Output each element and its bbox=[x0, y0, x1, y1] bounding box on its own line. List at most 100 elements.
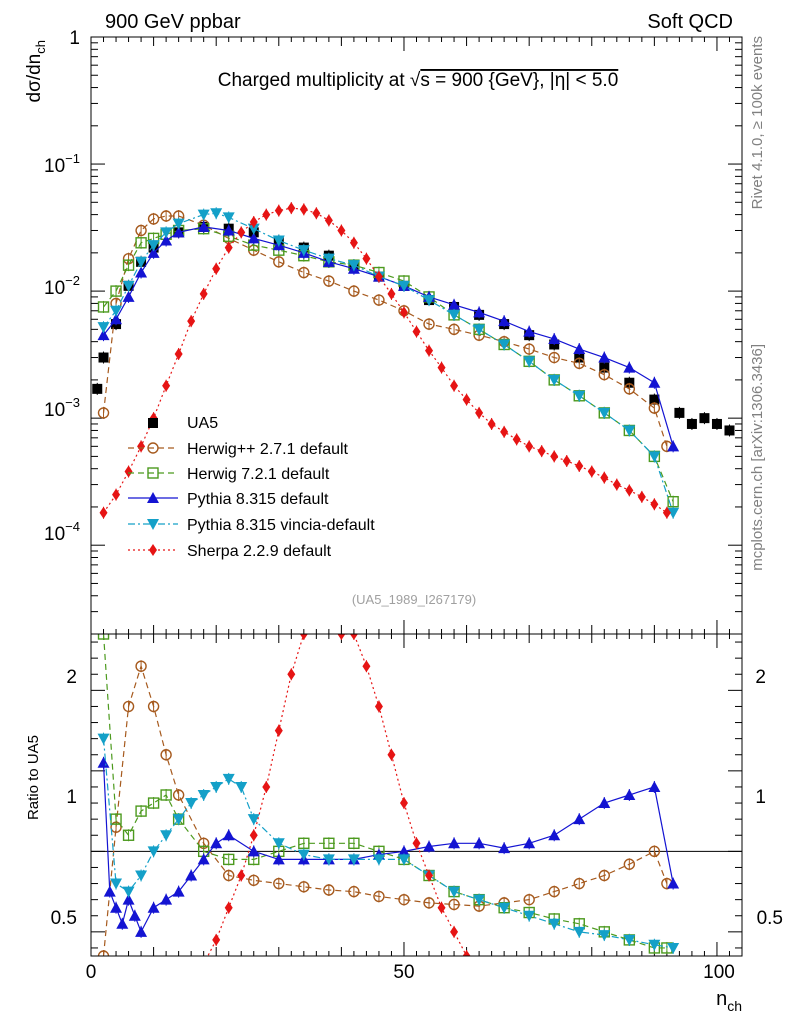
main-point bbox=[110, 285, 122, 297]
legend-label-pythia: Pythia 8.315 default bbox=[187, 491, 329, 508]
ratio-point bbox=[387, 748, 396, 761]
ratio-point bbox=[185, 869, 198, 881]
ratio-y-axis-label: Ratio to UA5 bbox=[25, 735, 42, 820]
ratio-frame bbox=[90, 633, 743, 957]
ratio-point bbox=[397, 845, 410, 857]
ratio-y-tick-label-2: 2 bbox=[66, 667, 77, 688]
main-point bbox=[498, 339, 511, 351]
main-point bbox=[648, 376, 661, 388]
ratio-point bbox=[110, 901, 123, 913]
ratio-point bbox=[448, 898, 460, 911]
ratio-point bbox=[548, 829, 561, 841]
main-point bbox=[110, 305, 123, 317]
main-point bbox=[573, 343, 586, 355]
main-point bbox=[667, 440, 680, 452]
main-point bbox=[662, 506, 671, 519]
ratio-point bbox=[116, 917, 129, 929]
x-axis-label-text: n bbox=[716, 988, 727, 1010]
ratio-point bbox=[298, 881, 310, 893]
main-point bbox=[97, 329, 110, 341]
ratio-point bbox=[237, 869, 246, 882]
main-point bbox=[500, 425, 509, 438]
main-point bbox=[249, 215, 258, 228]
main-point bbox=[160, 210, 172, 222]
ratio-point bbox=[299, 634, 308, 640]
ratio-point bbox=[147, 700, 160, 713]
main-point bbox=[122, 259, 135, 271]
ratio-point bbox=[210, 781, 223, 793]
ratio-point bbox=[223, 869, 235, 882]
main-point bbox=[637, 490, 646, 503]
main-point bbox=[612, 478, 621, 491]
legend-marker-pythia bbox=[128, 492, 178, 503]
ratio-point bbox=[249, 829, 258, 842]
main-series-line-4 bbox=[103, 212, 674, 513]
ratio-point bbox=[322, 854, 335, 866]
main-y-tick-label-0.1: 10−1 bbox=[44, 151, 80, 177]
ratio-point bbox=[623, 789, 636, 800]
ratio-point bbox=[160, 830, 173, 842]
main-y-tick-base: 10 bbox=[44, 156, 65, 177]
ratio-series-layer bbox=[97, 634, 680, 956]
ratio-y-tick-label-1: 1 bbox=[66, 787, 77, 808]
header-left-label: 900 GeV ppbar bbox=[105, 11, 241, 33]
main-point bbox=[448, 323, 460, 336]
ratio-point bbox=[398, 893, 410, 906]
main-point bbox=[97, 301, 110, 313]
main-point bbox=[448, 298, 461, 310]
main-point bbox=[135, 224, 147, 237]
legend-entry-vincia: Pythia 8.315 vincia-default bbox=[128, 517, 375, 534]
main-y-tick-exp: −2 bbox=[65, 273, 80, 288]
legend: UA5 Herwig++ 2.7.1 default Herwig 7.2.1 … bbox=[128, 415, 375, 560]
main-point bbox=[98, 352, 109, 363]
main-point bbox=[237, 226, 246, 239]
main-point bbox=[573, 357, 585, 370]
main-point bbox=[423, 318, 435, 330]
main-y-tick-label-1: 1 bbox=[69, 28, 80, 49]
ratio-point bbox=[548, 885, 560, 898]
main-point bbox=[199, 287, 208, 300]
ratio-point bbox=[548, 918, 561, 930]
ratio-point bbox=[323, 884, 335, 896]
ratio-point bbox=[147, 846, 160, 858]
main-y-tick-base: 10 bbox=[44, 400, 65, 421]
legend-marker bbox=[149, 544, 157, 556]
main-series-1 bbox=[97, 210, 673, 453]
main-point bbox=[397, 280, 410, 292]
legend-label-ua5: UA5 bbox=[187, 415, 218, 432]
main-point bbox=[187, 315, 196, 328]
main-point bbox=[174, 347, 183, 360]
ratio-point bbox=[147, 797, 160, 809]
side-label-bottom: mcplots.cern.ch [arXiv:1306.3436] bbox=[749, 344, 766, 571]
main-point bbox=[575, 460, 584, 473]
main-point bbox=[462, 393, 471, 406]
main-series-line-5 bbox=[103, 207, 668, 514]
main-point bbox=[624, 377, 635, 388]
ratio-point bbox=[185, 798, 198, 810]
main-point bbox=[224, 241, 233, 254]
main-panel: Charged multiplicity at √s = 900 {GeV}, … bbox=[24, 28, 743, 635]
ratio-point bbox=[573, 813, 586, 825]
ratio-point bbox=[247, 814, 260, 826]
ratio-point bbox=[667, 877, 680, 889]
ratio-y-tick-label-right-0.5: 0.5 bbox=[757, 908, 783, 929]
ratio-point bbox=[399, 797, 408, 810]
main-point bbox=[598, 351, 611, 363]
ratio-series-line-3 bbox=[102, 738, 674, 949]
ratio-point bbox=[372, 854, 385, 866]
ratio-point bbox=[349, 634, 358, 640]
main-point bbox=[247, 223, 260, 235]
ratio-point bbox=[473, 837, 486, 849]
x-tick-label-0: 0 bbox=[86, 962, 97, 983]
main-point bbox=[124, 465, 133, 478]
main-point bbox=[112, 488, 121, 501]
ratio-y-tick-label-right-2: 2 bbox=[755, 667, 766, 688]
main-point bbox=[222, 224, 235, 236]
main-y-tick-label-0.01: 10−2 bbox=[44, 273, 80, 299]
legend-marker bbox=[147, 442, 159, 454]
ratio-point bbox=[448, 837, 461, 849]
legend-marker-sherpa bbox=[128, 544, 178, 556]
ratio-point bbox=[224, 901, 233, 914]
main-title-suffix: s = 900 {GeV}, |η| < 5.0 bbox=[420, 70, 618, 91]
